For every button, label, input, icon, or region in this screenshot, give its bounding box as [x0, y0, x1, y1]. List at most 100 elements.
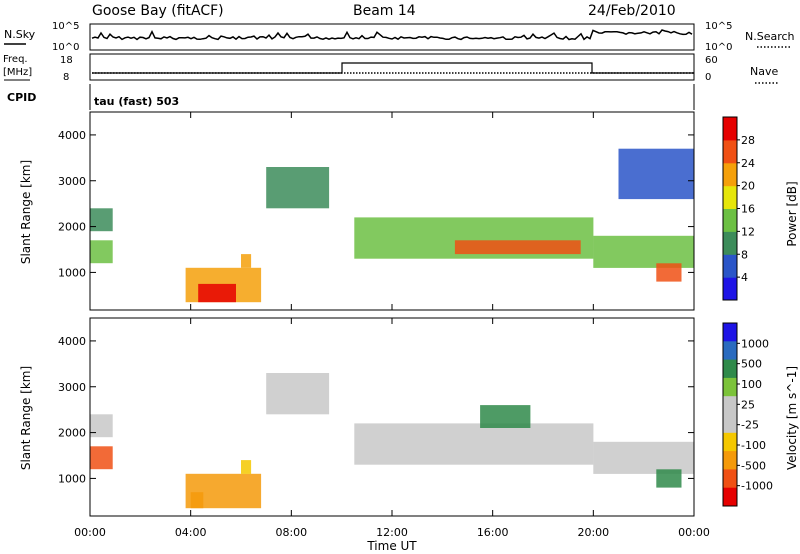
power-region-1 [90, 208, 113, 232]
x-tick-label: 04:00 [175, 526, 207, 539]
power-colorbar-tick-label: 24 [741, 157, 755, 170]
nave-tick-top: 60 [705, 55, 718, 66]
power-colorbar-label: Power [dB] [785, 181, 799, 246]
nave-label: Nave [750, 65, 778, 78]
x-tick-label: 00:00 [678, 526, 710, 539]
vel-ytick-label: 2000 [58, 427, 86, 440]
vel-region-0 [90, 446, 113, 470]
power-colorbar-swatch [723, 231, 737, 255]
power-ytick-label: 4000 [58, 129, 86, 142]
velocity-axes: 1000 2000 3000 4000 00:00 04:00 08:00 12:00 16:0… [58, 318, 710, 539]
vel-colorbar-tick-label: 500 [741, 358, 762, 371]
vel-region-9 [656, 469, 682, 488]
power-ytick-label: 1000 [58, 266, 86, 279]
power-region-3 [198, 283, 236, 303]
vel-colorbar-swatch [723, 377, 737, 397]
vel-ytick-label: 1000 [58, 472, 86, 485]
vel-colorbar-tick-label: -1000 [741, 480, 773, 493]
noise-left-label: N.Sky [4, 28, 36, 41]
vel-colorbar-swatch [723, 396, 737, 415]
power-colorbar-swatch [723, 117, 737, 141]
power-colorbar-swatch [723, 139, 737, 164]
freq-tick-bottom: 8 [63, 72, 69, 83]
vel-region-5 [266, 373, 330, 415]
cpid-label: CPID [7, 91, 36, 104]
power-region-10 [618, 148, 694, 200]
vel-colorbar-frame [722, 322, 738, 507]
velocity-frame [89, 317, 695, 517]
vel-colorbar-swatch [723, 341, 737, 361]
freq-frame [89, 53, 695, 81]
power-ytick-label: 2000 [58, 221, 86, 234]
power-region-5 [266, 167, 330, 209]
velocity-panel: 1000 2000 3000 4000 00:00 04:00 08:00 12:00 16:0… [19, 317, 799, 553]
station-title: Goose Bay (fitACF) [92, 3, 224, 19]
freq-tick-top: 18 [60, 55, 73, 66]
power-region-4 [241, 254, 252, 268]
power-colorbar-swatch [723, 208, 737, 232]
power-colorbar-tick-label: 12 [741, 225, 755, 238]
power-colorbar: 4 8 12 16 20 24 28 [722, 116, 755, 301]
power-ylabel: Slant Range [km] [19, 160, 33, 264]
noise-right-label: N.Search [745, 30, 795, 43]
vel-colorbar-swatch [723, 469, 737, 489]
vel-region-8 [593, 441, 694, 474]
power-colorbar-tick-label: 4 [741, 271, 748, 284]
x-tick-label: 20:00 [577, 526, 609, 539]
vel-colorbar-tick-label: 1000 [741, 337, 769, 350]
velocity-colorbar-label: Velocity [m s^-1] [785, 366, 799, 470]
velocity-ylabel: Slant Range [km] [19, 366, 33, 470]
velocity-heatmap-cells [90, 373, 694, 509]
vel-colorbar-swatch [723, 359, 737, 379]
noise-left-tick-top: 10^5 [52, 21, 79, 32]
velocity-colorbar: 1000 500 100 25 -25 -100 -500 -1000 [722, 322, 773, 507]
power-colorbar-swatch [723, 277, 737, 301]
x-tick-label: 00:00 [74, 526, 106, 539]
vel-colorbar-tick-label: 100 [741, 378, 762, 391]
vel-region-1 [90, 414, 113, 438]
vel-colorbar-swatch [723, 414, 737, 434]
power-colorbar-tick-label: 20 [741, 180, 755, 193]
power-colorbar-tick-label: 8 [741, 248, 748, 261]
power-heatmap-cells [90, 148, 694, 303]
noise-panel: N.Sky 10^5 10^0 10^5 10^0 N.Search [4, 21, 795, 53]
power-ytick-label: 3000 [58, 175, 86, 188]
vel-colorbar-swatch [723, 451, 737, 470]
noise-sky-line [91, 29, 693, 41]
power-region-7 [454, 240, 581, 255]
vel-region-3 [190, 492, 204, 509]
vel-colorbar-tick-label: -500 [741, 459, 766, 472]
cpid-value: tau (fast) 503 [94, 95, 179, 108]
x-tick-label: 12:00 [376, 526, 408, 539]
noise-frame [89, 23, 695, 51]
power-region-9 [656, 263, 682, 282]
vel-colorbar-swatch [723, 432, 737, 452]
vel-colorbar-swatch [723, 487, 737, 507]
freq-label-2: [MHz] [3, 67, 32, 78]
power-panel: 1000 2000 3000 4000 Slant Range [km] 4 8 12 16… [19, 111, 799, 311]
power-region-0 [90, 240, 113, 264]
power-colorbar-swatch [723, 162, 737, 187]
power-frame [89, 111, 695, 311]
noise-right-tick-top: 10^5 [705, 21, 732, 32]
x-axis-label: Time UT [366, 539, 417, 553]
x-tick-label: 08:00 [275, 526, 307, 539]
vel-colorbar-tick-label: -25 [741, 419, 759, 432]
power-colorbar-tick-label: 16 [741, 203, 755, 216]
noise-left-tick-bottom: 10^0 [52, 42, 79, 53]
power-colorbar-tick-label: 28 [741, 134, 755, 147]
power-colorbar-swatch [723, 254, 737, 278]
vel-region-4 [241, 460, 252, 474]
vel-colorbar-tick-label: 25 [741, 398, 755, 411]
power-colorbar-swatch [723, 185, 737, 209]
nave-step-line [92, 62, 694, 74]
date-title: 24/Feb/2010 [588, 3, 676, 19]
vel-ytick-label: 4000 [58, 335, 86, 348]
vel-ytick-label: 3000 [58, 381, 86, 394]
freq-label-1: Freq. [3, 54, 28, 65]
vel-colorbar-tick-label: -100 [741, 439, 766, 452]
noise-right-tick-bottom: 10^0 [705, 42, 732, 53]
vel-region-7 [480, 405, 531, 428]
vel-colorbar-swatch [723, 323, 737, 342]
